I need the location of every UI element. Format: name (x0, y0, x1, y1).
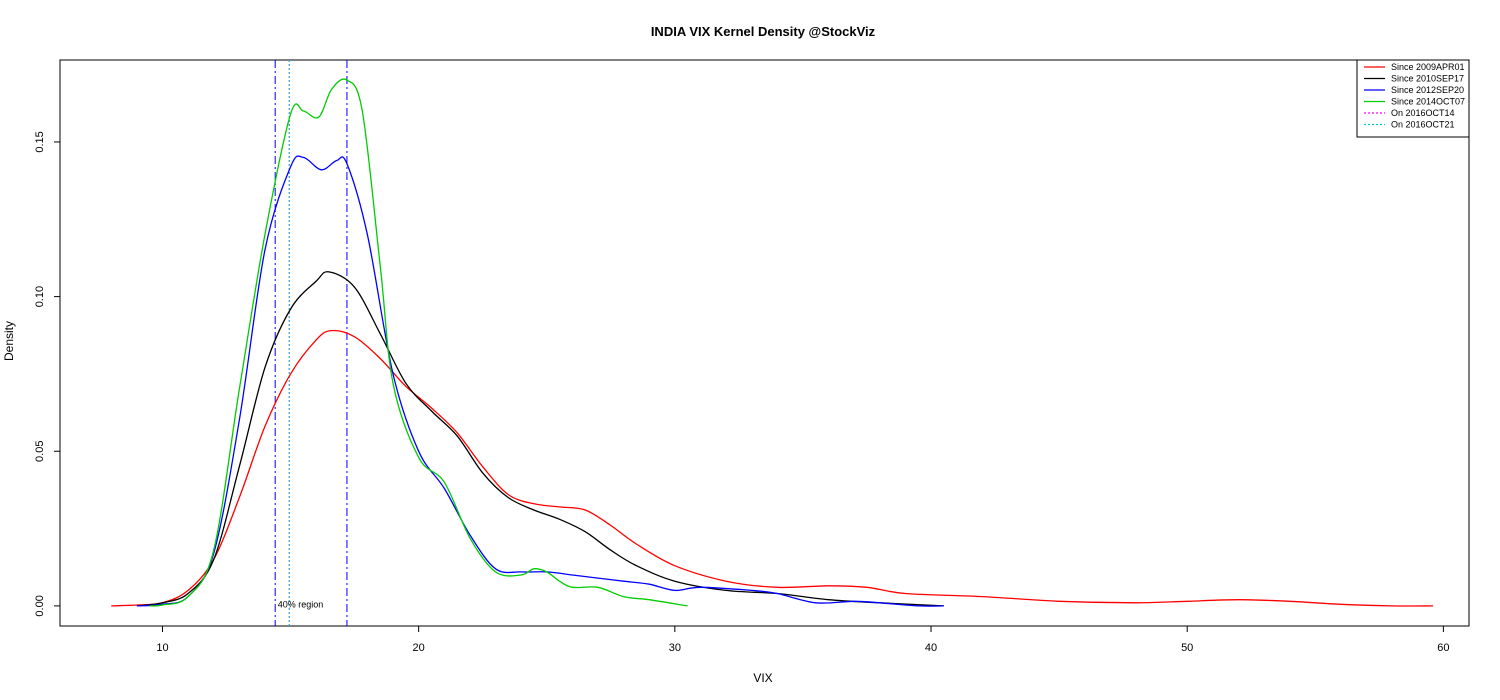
annotation-label: 40% region (278, 599, 324, 609)
density-series (111, 78, 1434, 607)
y-tick-label: 0.15 (34, 131, 46, 152)
x-tick-label: 10 (156, 642, 168, 654)
y-axis: 0.00 0.05 0.10 0.15 (34, 131, 61, 617)
x-axis: 10 20 30 40 50 60 (156, 625, 1450, 654)
density-line (136, 155, 944, 607)
legend-label: Since 2014OCT07 (1391, 97, 1465, 107)
x-tick-label: 60 (1437, 642, 1449, 654)
x-tick-label: 50 (1181, 642, 1193, 654)
y-axis-label: Density (2, 321, 16, 361)
x-tick-label: 40 (925, 642, 937, 654)
y-tick-label: 0.00 (34, 595, 46, 616)
chart-title: INDIA VIX Kernel Density @StockViz (651, 24, 876, 39)
x-axis-label: VIX (753, 671, 772, 685)
plot-frame (59, 59, 1470, 627)
density-line (136, 271, 944, 607)
legend-label: Since 2012SEP20 (1391, 85, 1464, 95)
legend-box (1356, 59, 1470, 138)
legend-label: Since 2010SEP17 (1391, 74, 1464, 84)
y-tick-label: 0.10 (34, 286, 46, 307)
density-line (149, 78, 688, 607)
x-tick-label: 30 (669, 642, 681, 654)
annotations: 40% region (278, 599, 324, 609)
density-line (111, 329, 1434, 607)
legend-label: On 2016OCT14 (1391, 108, 1455, 118)
vertical-reference-lines (274, 60, 348, 626)
y-tick-label: 0.05 (34, 441, 46, 462)
legend-label: On 2016OCT21 (1391, 120, 1455, 130)
legend-label: Since 2009APR01 (1391, 62, 1465, 72)
x-tick-label: 20 (413, 642, 425, 654)
